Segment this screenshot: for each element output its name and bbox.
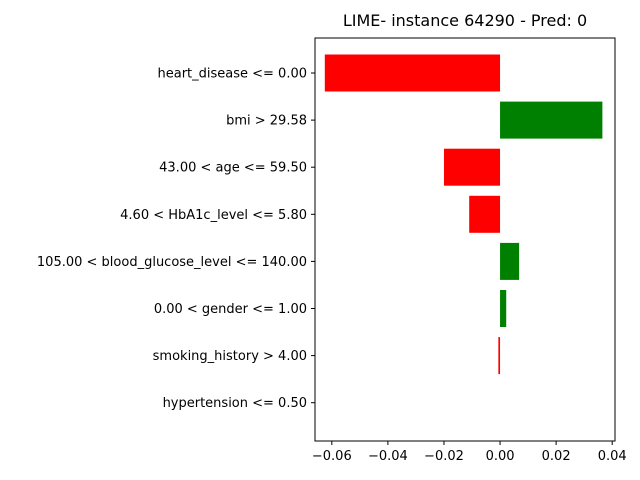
x-tick-label-1: −0.04: [368, 449, 408, 464]
y-label-7: hypertension <= 0.50: [163, 396, 307, 411]
y-label-6: smoking_history > 4.00: [153, 349, 307, 364]
x-tick-label-2: −0.02: [424, 449, 464, 464]
bar-3: [469, 195, 501, 233]
y-label-2: 43.00 < age <= 59.50: [159, 161, 307, 176]
x-axis-ticks: −0.06 −0.04 −0.02 0.00 0.02 0.04: [312, 441, 627, 464]
bar-2: [443, 148, 501, 186]
bars-group: [324, 54, 603, 375]
y-label-0: heart_disease <= 0.00: [157, 67, 307, 82]
y-tick-labels: heart_disease <= 0.00 bmi > 29.58 43.00 < …: [37, 67, 315, 411]
bar-6: [498, 337, 501, 375]
y-label-5: 0.00 < gender <= 1.00: [154, 302, 307, 317]
axes-frame: [314, 37, 616, 442]
bar-1: [500, 101, 603, 139]
y-label-1: bmi > 29.58: [226, 114, 307, 129]
x-tick-label-0: −0.06: [312, 449, 352, 464]
x-tick-label-3: 0.00: [486, 449, 515, 464]
x-tick-label-5: 0.04: [598, 449, 627, 464]
x-tick-label-4: 0.02: [542, 449, 571, 464]
bar-0: [324, 54, 501, 92]
bar-4: [500, 242, 520, 280]
y-label-4: 105.00 < blood_glucose_level <= 140.00: [37, 255, 307, 270]
chart-title: LIME- instance 64290 - Pred: 0: [343, 11, 587, 30]
y-label-3: 4.60 < HbA1c_level <= 5.80: [120, 208, 307, 223]
bar-5: [500, 290, 507, 327]
